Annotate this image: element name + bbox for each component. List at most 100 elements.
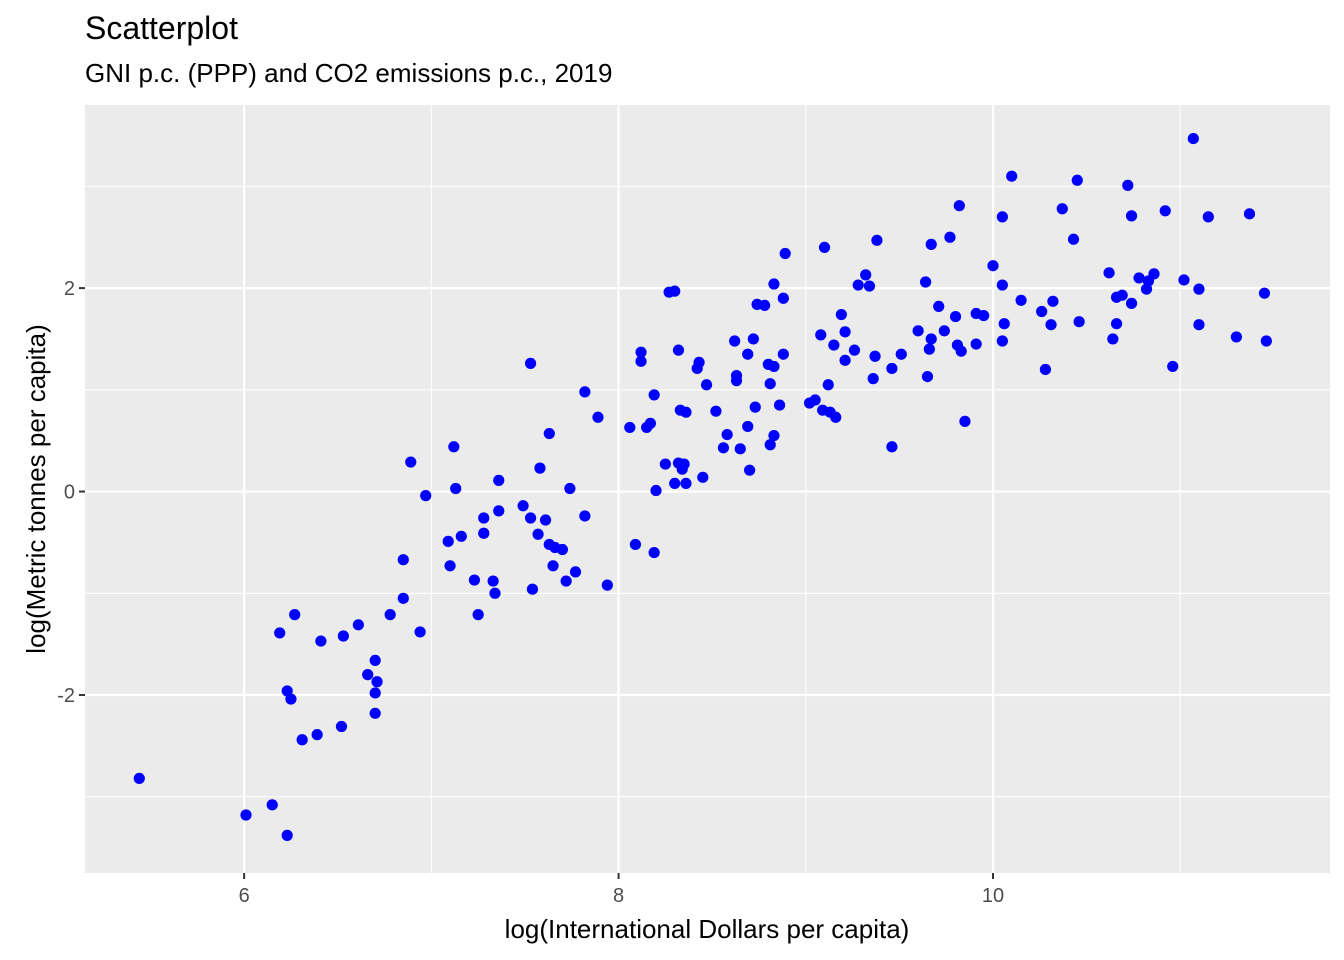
data-point — [959, 415, 971, 427]
data-point — [405, 456, 417, 468]
data-point — [274, 627, 286, 639]
data-point — [285, 693, 297, 705]
data-point — [1045, 319, 1057, 331]
data-point — [717, 442, 730, 454]
data-point — [860, 269, 872, 281]
data-point — [721, 428, 733, 441]
data-point — [978, 309, 990, 322]
data-point — [556, 543, 569, 556]
data-point — [1125, 297, 1138, 309]
x-tick-label: 8 — [613, 885, 624, 907]
x-tick-label: 10 — [982, 885, 1004, 907]
data-point — [895, 348, 907, 360]
data-point — [362, 669, 374, 681]
data-point — [579, 510, 591, 522]
data-point — [996, 211, 1008, 223]
data-point — [489, 587, 501, 599]
data-point — [1103, 267, 1115, 279]
data-point — [414, 626, 426, 638]
data-point — [450, 482, 462, 495]
data-point — [352, 619, 364, 631]
data-point — [830, 411, 842, 423]
data-point — [1073, 316, 1085, 328]
data-point — [949, 310, 962, 323]
data-point — [1067, 233, 1080, 245]
data-point — [1159, 205, 1171, 217]
data-point — [1056, 203, 1068, 215]
data-point — [564, 482, 576, 495]
data-point — [1047, 295, 1059, 307]
data-point — [828, 339, 840, 351]
data-point — [944, 231, 956, 243]
data-point — [1107, 333, 1119, 345]
data-point — [601, 579, 613, 591]
data-point — [560, 575, 572, 587]
data-point — [384, 609, 396, 621]
data-point — [848, 344, 861, 356]
data-point — [579, 386, 591, 398]
data-point — [822, 379, 834, 391]
data-point — [871, 234, 883, 246]
data-point — [532, 528, 544, 540]
data-point — [1187, 132, 1199, 145]
data-point — [700, 379, 713, 391]
data-point — [734, 443, 746, 455]
data-point — [650, 484, 662, 497]
data-point — [710, 405, 722, 417]
data-point — [729, 335, 741, 347]
data-point — [1193, 319, 1205, 331]
data-point — [680, 406, 692, 418]
data-point — [852, 279, 864, 291]
data-point — [397, 592, 409, 604]
data-point — [955, 345, 967, 357]
data-point — [592, 411, 604, 423]
data-point — [1071, 174, 1083, 186]
data-point — [335, 720, 348, 733]
data-point — [953, 200, 965, 212]
data-point — [296, 734, 308, 746]
data-point — [970, 338, 982, 350]
data-point — [1258, 287, 1271, 299]
data-point — [487, 575, 499, 587]
data-point — [442, 535, 454, 547]
data-point — [526, 583, 539, 595]
data-point — [839, 326, 851, 338]
data-point — [1243, 208, 1256, 220]
data-point — [371, 676, 383, 688]
data-point — [869, 350, 881, 362]
data-point — [311, 729, 323, 741]
data-point — [635, 355, 647, 367]
y-tick-label: 2 — [64, 278, 75, 300]
plot-panel — [85, 105, 1330, 873]
data-point — [669, 477, 681, 490]
x-axis-label: log(International Dollars per capita) — [505, 914, 910, 944]
data-point — [369, 707, 381, 719]
data-point — [693, 356, 705, 368]
chart-subtitle: GNI p.c. (PPP) and CO2 emissions p.c., 2… — [85, 58, 613, 88]
data-point — [493, 505, 505, 517]
data-point — [768, 278, 780, 290]
data-point — [444, 560, 456, 572]
data-point — [867, 373, 879, 385]
data-point — [468, 574, 481, 586]
data-point — [644, 417, 656, 429]
data-point — [569, 566, 582, 578]
data-point — [809, 394, 821, 406]
data-point — [886, 362, 898, 375]
data-point — [938, 325, 950, 337]
data-point — [730, 375, 743, 387]
data-point — [543, 427, 555, 440]
data-point — [455, 530, 467, 542]
data-point — [742, 348, 754, 360]
data-point — [680, 477, 692, 490]
data-point — [648, 546, 660, 559]
data-point — [1167, 360, 1179, 373]
data-point — [744, 464, 756, 476]
data-point — [777, 292, 789, 304]
data-point — [669, 285, 681, 297]
data-point — [921, 370, 934, 383]
data-point — [1006, 170, 1018, 182]
data-point — [478, 527, 490, 539]
